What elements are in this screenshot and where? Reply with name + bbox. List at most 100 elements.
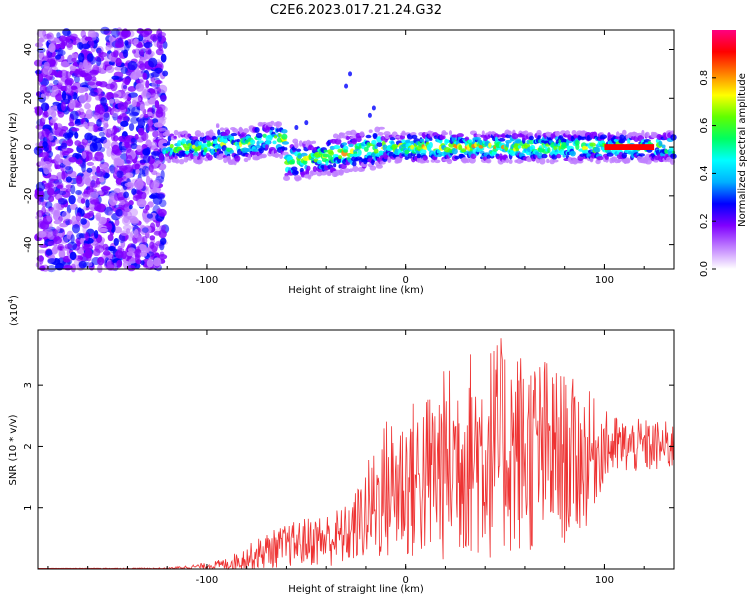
heatmap-cell [115,250,124,259]
heatmap-cell [306,165,311,172]
heatmap-cell [150,92,159,100]
heatmap-cell [278,133,282,138]
heatmap-cell [140,260,145,266]
heatmap-cell [151,104,156,115]
heatmap-cell [160,169,165,180]
heatmap-cell [158,229,167,239]
heatmap-cell [74,68,84,78]
heatmap-cell [133,48,141,59]
heatmap-cell [234,155,241,162]
heatmap-cell [294,125,299,131]
heatmap-cell [367,112,372,118]
heatmap-cell [547,147,551,154]
heatmap-cell [40,102,49,112]
heatmap-cell [363,146,369,152]
heatmap-cell [136,198,147,208]
heatmap-cell [146,126,156,132]
heatmap-cell [229,149,234,154]
heatmap-cell [400,132,407,136]
heatmap-cell [105,44,112,51]
heatmap-cell [65,166,72,171]
heatmap-cell [56,32,61,39]
heatmap-cell [141,227,149,234]
heatmap-cell [159,225,167,231]
heatmap-cell [81,174,90,185]
heatmap-cell [304,120,309,126]
heatmap-cell [252,148,260,152]
heatmap-cell [644,131,650,138]
heatmap-cell [536,129,542,136]
heatmap-cell [135,169,140,175]
heatmap-cell [33,59,44,67]
heatmap-cell [428,141,433,149]
heatmap-cell [39,264,46,272]
heatmap-cell [61,210,71,221]
heatmap-cell [157,163,167,171]
heatmap-cell [582,149,590,154]
heatmap-cell [129,111,140,117]
heatmap-cell [627,151,632,155]
heatmap-cell [160,94,167,102]
heatmap-cell [598,132,604,136]
heatmap-cell [575,143,580,150]
heatmap-cell [641,129,645,137]
heatmap-cell [53,202,61,212]
heatmap-cell [203,148,208,153]
heatmap-cell [53,122,58,131]
heatmap-cell [108,35,114,43]
heatmap-cell [615,131,620,138]
heatmap-cell [94,151,104,162]
heatmap-cell [128,92,138,99]
chart-title: C2E6.2023.017.21.24.G32 [270,3,442,18]
heatmap-cell [60,40,66,50]
heatmap-cell [264,144,269,150]
heatmap-cell [47,240,55,246]
heatmap-cell [343,168,351,174]
heatmap-cell [54,190,63,201]
heatmap-cell [286,155,294,162]
heatmap-cell [127,264,136,272]
heatmap-cell [75,159,83,165]
heatmap-cell [108,98,115,104]
heatmap-cell [71,215,77,225]
heatmap-cell [434,159,441,164]
heatmap-cell [48,174,59,182]
heatmap-cell [93,110,100,116]
heatmap-cell [243,157,249,163]
snr-series-line [38,338,675,571]
heatmap-cell [369,165,377,171]
heatmap-cell [107,127,115,134]
colorbar: 0.0 0.2 0.4 0.6 0.8 Normalized spectral ampl… [699,30,748,277]
heatmap-cell [115,208,123,217]
heatmap-cell [118,233,126,244]
heatmap-cell [562,154,566,158]
heatmap-cell [61,90,67,101]
heatmap-cell [156,106,163,115]
heatmap-cell [517,145,521,149]
heatmap-cell [97,256,105,266]
spectrogram-y-label: Frequency (Hz) [8,112,19,188]
heatmap-cell [454,155,460,160]
heatmap-cell [42,66,53,75]
heatmap-cell [40,93,46,99]
x-tick-label: 0 [403,275,409,286]
heatmap-cell [389,137,396,141]
heatmap-strong-line [604,144,655,150]
heatmap-cell [66,138,74,147]
heatmap-cell [127,247,136,253]
heatmap-cell [509,150,517,156]
heatmap-cell [146,259,154,268]
heatmap-cell [507,130,513,136]
heatmap-cell [88,91,98,97]
heatmap-cell [80,218,87,225]
heatmap-cell [270,126,275,131]
heatmap-cell [55,49,66,57]
heatmap-cell [134,163,140,170]
heatmap-cell [57,198,68,205]
colorbar-gradient [712,30,736,269]
heatmap-cell [58,249,66,259]
heatmap-cell [128,200,134,206]
heatmap-cell [174,158,180,164]
heatmap-cell [446,158,453,165]
heatmap-cell [488,142,492,148]
